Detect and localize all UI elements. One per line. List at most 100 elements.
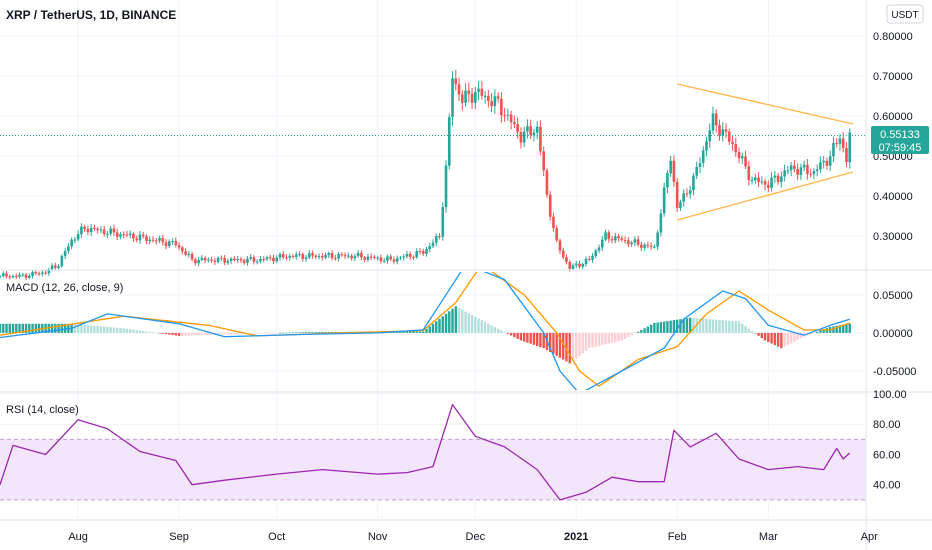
candle bbox=[242, 258, 246, 265]
macd-hist-bar bbox=[194, 332, 197, 336]
macd-hist-bar bbox=[741, 323, 744, 333]
candle bbox=[545, 168, 549, 198]
candle-body bbox=[441, 207, 445, 237]
macd-hist-bar bbox=[509, 332, 513, 336]
macd-hist-bar bbox=[119, 328, 122, 333]
candle-body bbox=[246, 258, 249, 263]
candle bbox=[685, 188, 689, 198]
currency-badge-label: USDT bbox=[891, 10, 918, 21]
candle-body bbox=[291, 255, 295, 257]
candle-body bbox=[399, 257, 402, 259]
price-candles bbox=[0, 69, 852, 281]
macd-hist-bar bbox=[845, 324, 848, 333]
candle bbox=[96, 226, 99, 234]
candle-body bbox=[73, 239, 77, 241]
candle-body bbox=[454, 78, 458, 85]
macd-hist-bar bbox=[679, 319, 682, 333]
candle-body bbox=[503, 115, 506, 117]
time-axis[interactable]: Aug Sep Oct Nov Dec 2021 Feb Mar Apr bbox=[68, 531, 878, 543]
candle-body bbox=[587, 258, 591, 260]
candle bbox=[184, 248, 187, 257]
macd-hist-bar bbox=[659, 322, 663, 333]
candle-body bbox=[154, 240, 158, 242]
candle bbox=[399, 255, 402, 261]
macd-hist-bar bbox=[799, 332, 803, 339]
candle-body bbox=[431, 242, 435, 247]
candle-body bbox=[832, 142, 835, 157]
macd-tick-0: -0.05000 bbox=[873, 366, 916, 378]
last-price-tag: 0.55133 07:59:45 bbox=[871, 126, 929, 154]
candle-body bbox=[802, 164, 806, 168]
candle-body bbox=[265, 257, 269, 260]
candle bbox=[226, 258, 230, 265]
macd-title[interactable]: MACD (12, 26, close, 9) bbox=[6, 282, 123, 294]
candle-body bbox=[360, 252, 363, 258]
support-trendline[interactable] bbox=[676, 171, 854, 221]
candle-body bbox=[669, 160, 672, 174]
macd-hist-bar bbox=[236, 332, 239, 335]
axis-labels: 0.300000.400000.500000.600000.700000.800… bbox=[873, 31, 916, 492]
candle bbox=[311, 250, 314, 259]
macd-hist-bar bbox=[783, 332, 786, 347]
macd-hist-bar bbox=[200, 332, 204, 336]
candle bbox=[298, 251, 301, 257]
macd-hist-bar bbox=[441, 316, 444, 333]
candle-body bbox=[210, 259, 213, 261]
macd-hist-bar bbox=[698, 318, 702, 333]
macd-hist-bar bbox=[210, 332, 213, 335]
macd-hist-bar bbox=[311, 332, 314, 333]
candle-body bbox=[255, 261, 259, 263]
symbol-title[interactable]: XRP / TetherUS, 1D, BINANCE bbox=[6, 8, 176, 22]
candle bbox=[285, 254, 288, 261]
candle-body bbox=[535, 126, 539, 133]
candle-body bbox=[490, 101, 493, 107]
candle-body bbox=[727, 131, 731, 142]
candle-body bbox=[757, 177, 760, 182]
macd-hist-bar bbox=[692, 317, 695, 333]
candle-body bbox=[324, 255, 327, 258]
candle bbox=[255, 259, 259, 265]
macd-hist-bar bbox=[181, 332, 184, 336]
candle bbox=[70, 237, 73, 250]
candle bbox=[73, 236, 77, 244]
time-label-0: Aug bbox=[68, 531, 88, 543]
candle bbox=[666, 169, 669, 194]
candle bbox=[770, 172, 773, 192]
candle-body bbox=[467, 90, 471, 94]
candle bbox=[581, 262, 585, 270]
candle bbox=[552, 212, 555, 232]
currency-badge[interactable]: USDT bbox=[886, 4, 924, 24]
candle-body bbox=[552, 216, 555, 229]
candle bbox=[561, 247, 565, 260]
macd-hist-bar bbox=[50, 323, 54, 333]
macd-hist-bar bbox=[99, 326, 103, 333]
candle bbox=[438, 233, 441, 240]
macd-hist-bar bbox=[255, 332, 259, 334]
candle bbox=[386, 254, 389, 264]
macd-hist-bar bbox=[239, 332, 243, 334]
candle bbox=[734, 137, 738, 157]
time-label-7: Mar bbox=[759, 531, 778, 543]
candle bbox=[669, 156, 672, 177]
candle bbox=[763, 178, 767, 190]
macd-hist-bar bbox=[109, 327, 112, 333]
currency-badge-box bbox=[886, 4, 924, 24]
candle bbox=[24, 272, 28, 281]
candle bbox=[604, 229, 607, 242]
macd-hist-bar bbox=[60, 323, 64, 333]
macd-hist-bar bbox=[656, 322, 659, 333]
candle bbox=[350, 253, 353, 261]
candle-body bbox=[158, 238, 161, 241]
candle bbox=[347, 252, 350, 259]
candle-body bbox=[412, 256, 415, 258]
candle bbox=[54, 262, 57, 271]
macd-hist-bar bbox=[529, 332, 532, 344]
candle-body bbox=[18, 274, 21, 277]
candle bbox=[167, 239, 171, 248]
macd-hist-bar bbox=[597, 332, 601, 346]
resistance-trendline[interactable] bbox=[677, 83, 854, 125]
candle bbox=[132, 231, 135, 242]
rsi-title[interactable]: RSI (14, close) bbox=[6, 404, 79, 416]
